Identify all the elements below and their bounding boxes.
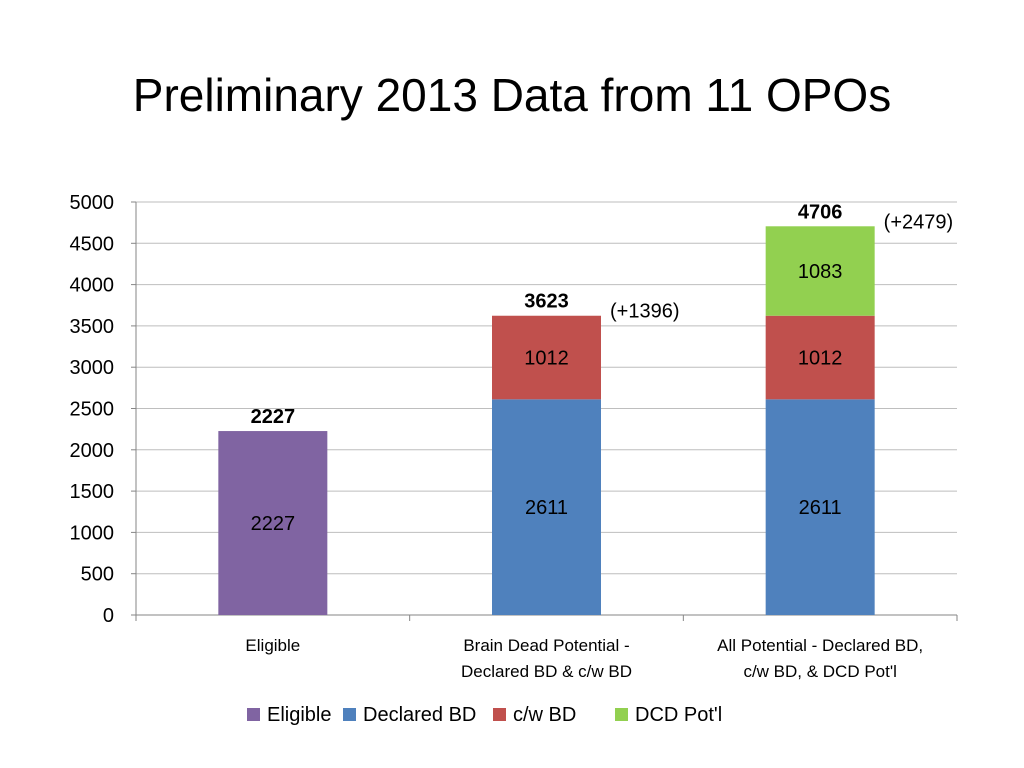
segment-value-label: 1083: [798, 261, 843, 283]
segment-value-label: 2611: [525, 497, 568, 519]
y-tick-label: 2000: [70, 440, 115, 462]
y-tick-label: 0: [103, 605, 114, 627]
bar-segment: [765, 226, 875, 316]
legend-label: c/w BD: [513, 704, 576, 726]
y-tick-label: 1000: [70, 522, 115, 544]
legend: Eligible Declared BD c/w BD DCD Pot'l: [247, 704, 722, 726]
legend-swatch: [493, 708, 506, 721]
data-labels: 2227 2227 2611 1012 3623 (+1396) 2611 1012 1083 4…: [251, 201, 954, 535]
total-value-label: 2227: [251, 406, 296, 428]
segment-value-label: 1012: [524, 348, 569, 370]
total-value-label: 3623: [524, 291, 569, 313]
x-category-label: Eligible: [245, 636, 300, 655]
chart-title: Preliminary 2013 Data from 11 OPOs: [132, 69, 892, 121]
x-category-label: c/w BD, & DCD Pot'l: [743, 662, 896, 681]
legend-label: Eligible: [267, 704, 331, 726]
x-category-label: Declared BD & c/w BD: [461, 662, 632, 681]
bars: [218, 226, 875, 615]
legend-swatch: [247, 708, 260, 721]
total-value-label: 4706: [798, 201, 843, 223]
y-tick-label: 500: [81, 564, 114, 586]
bar-segment: [765, 315, 875, 400]
segment-value-label: 1012: [798, 348, 843, 370]
legend-label: Declared BD: [363, 704, 476, 726]
bar-segment: [492, 315, 601, 400]
bar-segment: [765, 399, 875, 615]
increase-annotation: (+1396): [610, 301, 680, 323]
segment-value-label: 2611: [799, 497, 842, 519]
legend-label: DCD Pot'l: [635, 704, 722, 726]
bar-segment: [492, 399, 601, 615]
y-tick-label: 4500: [70, 233, 115, 255]
y-tick-label: 3500: [70, 316, 115, 338]
x-category-label: All Potential - Declared BD,: [717, 636, 923, 655]
legend-swatch: [343, 708, 356, 721]
y-tick-label: 4000: [70, 275, 115, 297]
legend-swatch: [615, 708, 628, 721]
y-tick-label: 2500: [70, 399, 115, 421]
bar-segment: [218, 431, 328, 615]
y-tick-label: 1500: [70, 481, 115, 503]
increase-annotation: (+2479): [884, 211, 954, 233]
axes: 0 500 1000 1500 2000 2500 3000 3500 4000 4500 5000…: [70, 192, 958, 681]
y-tick-label: 5000: [70, 192, 115, 214]
segment-value-label: 2227: [251, 513, 296, 535]
y-tick-label: 3000: [70, 357, 115, 379]
x-category-label: Brain Dead Potential -: [463, 636, 629, 655]
